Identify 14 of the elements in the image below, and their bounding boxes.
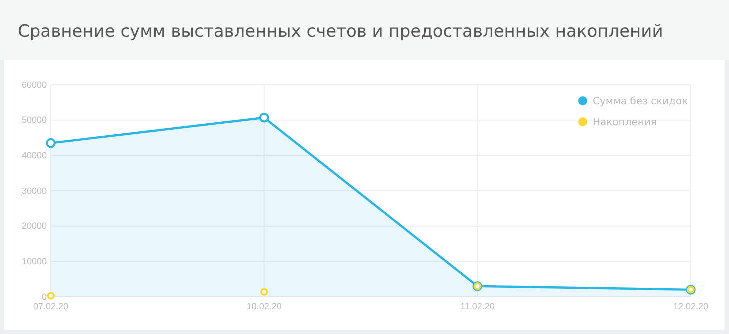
y-tick-label: 10000 [22, 256, 47, 267]
chart-title: Сравнение сумм выставленных счетов и предоставленных накоплений [18, 22, 664, 42]
x-tick-label: 10.02.20 [246, 301, 282, 312]
y-tick-label: 20000 [22, 221, 47, 232]
y-tick-label: 40000 [22, 150, 47, 161]
x-tick-label: 07.02.20 [33, 301, 69, 312]
y-tick-label: 0 [42, 292, 47, 302]
x-tick-label: 12.02.20 [673, 301, 709, 312]
y-tick-label: 50000 [22, 115, 47, 126]
y-tick-label: 60000 [22, 80, 47, 90]
y-tick-label: 30000 [22, 186, 47, 196]
legend-label: Сумма без скидок [593, 96, 688, 108]
legend-label: Накопления [593, 118, 657, 128]
x-tick-label: 11.02.20 [460, 301, 495, 312]
